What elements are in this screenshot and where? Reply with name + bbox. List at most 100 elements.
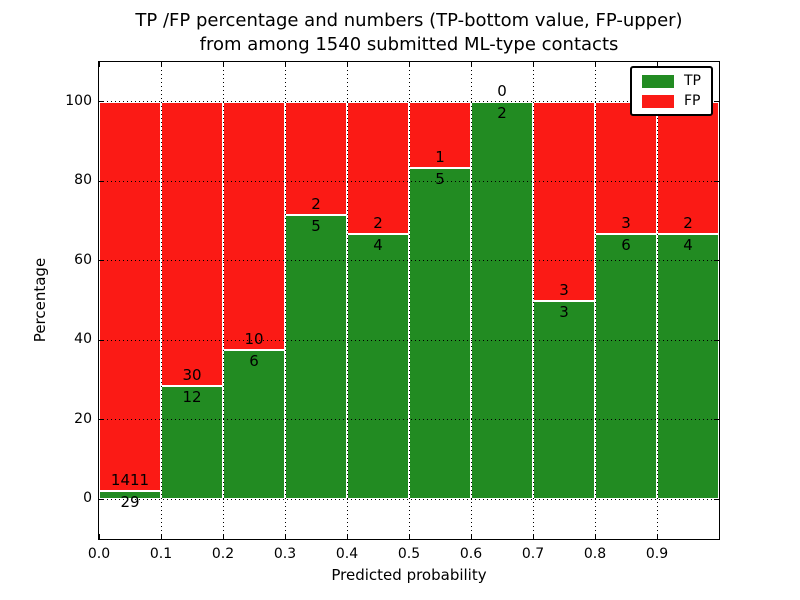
tp-count-label: 2: [497, 103, 507, 122]
tp-count-label: 4: [373, 236, 383, 255]
x-tick-mark-bottom: [222, 534, 224, 539]
y-tick-mark-left: [99, 498, 104, 500]
y-tick-mark-left: [99, 419, 104, 421]
legend-item: TP: [642, 74, 701, 88]
legend-item: FP: [642, 94, 701, 108]
tp-count-label: 4: [683, 236, 693, 255]
y-tick-mark-left: [99, 339, 104, 341]
fp-count-label: 30: [182, 365, 202, 384]
x-tick-mark-top: [470, 62, 472, 67]
y-tick-mark-right: [714, 101, 719, 103]
bar-segment-tp: [285, 215, 347, 500]
tp-count-label: 5: [435, 170, 445, 188]
tp-count-label: 6: [249, 352, 259, 371]
bar-segment-tp: [223, 350, 285, 500]
x-gridline: [160, 62, 162, 539]
fp-legend-swatch: [642, 94, 674, 108]
tp-count-label: 29: [120, 493, 140, 512]
fp-count-label: 0: [497, 81, 507, 100]
bar-segment-tp: [409, 168, 471, 500]
tp-count-label: 3: [559, 302, 569, 321]
y-tick-mark-left: [99, 101, 104, 103]
x-tick-mark-bottom: [346, 534, 348, 539]
x-tick-label: 0.9: [645, 546, 669, 562]
fp-count-label: 2: [311, 195, 321, 214]
chart-title-line1: TP /FP percentage and numbers (TP-bottom…: [135, 10, 683, 31]
x-gridline: [532, 62, 534, 539]
bar-segment-tp: [595, 234, 657, 500]
x-gridline: [284, 62, 286, 539]
bar-segment-fp: [99, 101, 161, 492]
x-tick-mark-top: [408, 62, 410, 67]
bar-segment-fp: [223, 101, 285, 351]
x-tick-mark-top: [346, 62, 348, 67]
x-tick-mark-bottom: [160, 534, 162, 539]
y-tick-mark-right: [714, 180, 719, 182]
y-tick-mark-right: [714, 339, 719, 341]
x-gridline: [470, 62, 472, 539]
x-tick-mark-top: [98, 62, 100, 67]
fp-count-label: 2: [373, 214, 383, 233]
x-tick-mark-bottom: [408, 534, 410, 539]
bar-segment-tp: [471, 101, 533, 500]
x-tick-label: 0.0: [87, 546, 111, 562]
tp-count-label: 5: [311, 217, 321, 236]
bar-segment-fp: [595, 101, 657, 235]
fp-count-label: 1: [435, 148, 445, 166]
fp-count-label: 3: [559, 280, 569, 299]
y-tick-mark-left: [99, 260, 104, 262]
legend: TP FP: [630, 66, 713, 116]
fp-count-label: 2: [683, 214, 693, 233]
x-tick-mark-bottom: [98, 534, 100, 539]
x-tick-label: 0.4: [335, 546, 359, 562]
y-tick-mark-left: [99, 180, 104, 182]
x-tick-label: 0.6: [459, 546, 483, 562]
x-gridline: [656, 62, 658, 539]
x-tick-mark-bottom: [594, 534, 596, 539]
x-tick-mark-bottom: [532, 534, 534, 539]
x-tick-mark-bottom: [284, 534, 286, 539]
x-gridline: [222, 62, 224, 539]
bar-segment-fp: [533, 101, 595, 301]
x-tick-mark-top: [594, 62, 596, 67]
fp-count-label: 10: [244, 330, 264, 349]
x-tick-mark-top: [284, 62, 286, 67]
x-tick-label: 0.5: [397, 546, 421, 562]
chart-title-line2: from among 1540 submitted ML-type contac…: [199, 34, 619, 55]
y-tick-label: 80: [74, 172, 92, 189]
x-tick-label: 0.1: [149, 546, 173, 562]
bar-segment-tp: [347, 234, 409, 500]
x-gridline: [346, 62, 348, 539]
x-tick-label: 0.3: [273, 546, 297, 562]
bar-segment-fp: [657, 101, 719, 235]
bar-segment-fp: [161, 101, 223, 386]
x-axis-label: Predicted probability: [331, 566, 487, 584]
x-tick-mark-top: [160, 62, 162, 67]
plot-area: 1411 29 30 12 10 6 2 5 2 4 1 5 0 2 3 3 3 6 2 4 TP FP: [98, 61, 720, 540]
x-tick-label: 0.7: [521, 546, 545, 562]
bar-segment-tp: [533, 300, 595, 500]
legend-label: TP: [684, 73, 701, 89]
x-tick-mark-bottom: [656, 534, 658, 539]
y-tick-mark-right: [714, 498, 719, 500]
x-tick-label: 0.2: [211, 546, 235, 562]
y-tick-mark-right: [714, 419, 719, 421]
x-gridline: [408, 62, 410, 539]
x-tick-label: 0.8: [583, 546, 607, 562]
x-tick-mark-top: [656, 62, 658, 67]
y-tick-label: 20: [74, 410, 92, 427]
tp-count-label: 6: [621, 236, 631, 255]
bar-segment-tp: [657, 234, 719, 500]
y-axis-label: Percentage: [31, 257, 49, 343]
x-tick-mark-top: [532, 62, 534, 67]
tp-count-label: 12: [182, 387, 202, 406]
y-tick-label: 0: [83, 490, 92, 507]
x-tick-mark-top: [222, 62, 224, 67]
y-tick-mark-right: [714, 260, 719, 262]
fp-count-label: 3: [621, 214, 631, 233]
y-tick-label: 100: [65, 92, 92, 109]
bar-segment-fp: [285, 101, 347, 216]
y-tick-label: 60: [74, 251, 92, 268]
x-tick-mark-bottom: [470, 534, 472, 539]
